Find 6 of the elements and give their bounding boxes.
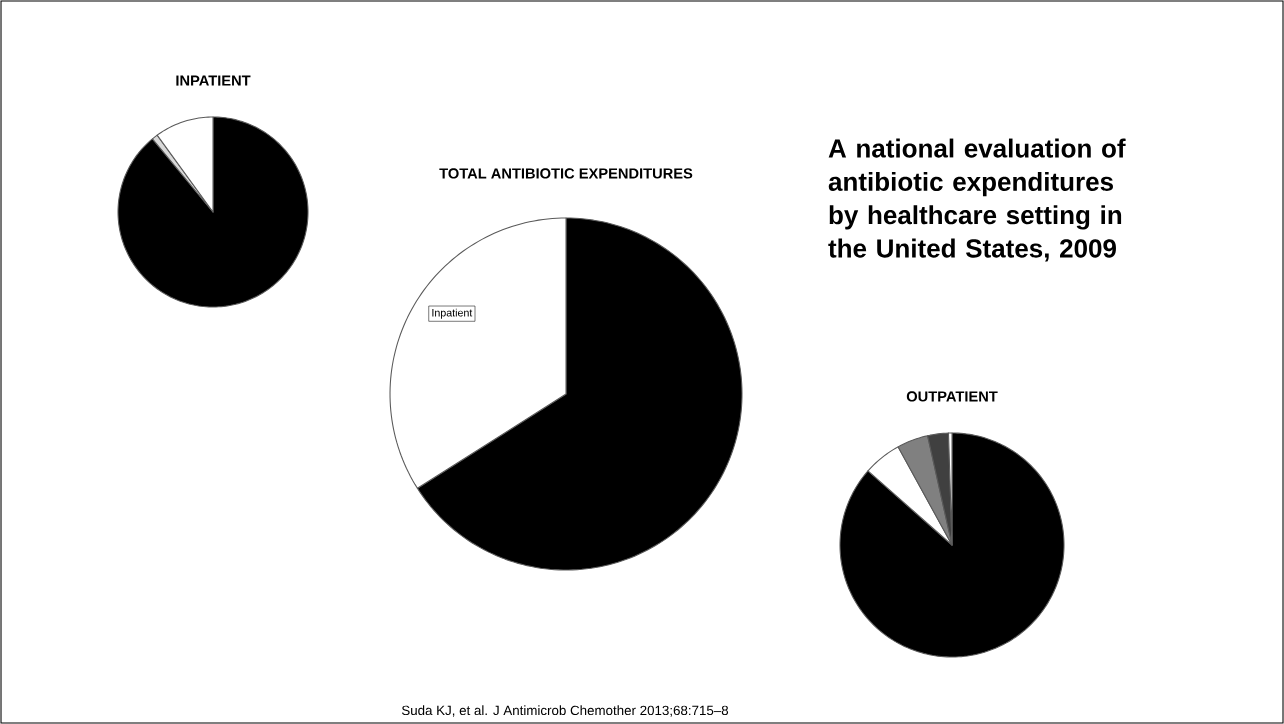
text: Suda KJ, et al. J Antimicrob Chemother 2013;68:715–8 — [401, 705, 729, 717]
text: A national evaluation of antibiotic expenditures by healthcare setting in the United States, 2009 — [828, 138, 1126, 262]
chart-title: INPATIENT — [176, 75, 251, 86]
chart-title: TOTAL ANTIBIOTIC EXPENDITURES — [439, 168, 693, 179]
chart-title: OUTPATIENT — [906, 391, 998, 402]
slice-label: Inpatient — [432, 308, 473, 319]
